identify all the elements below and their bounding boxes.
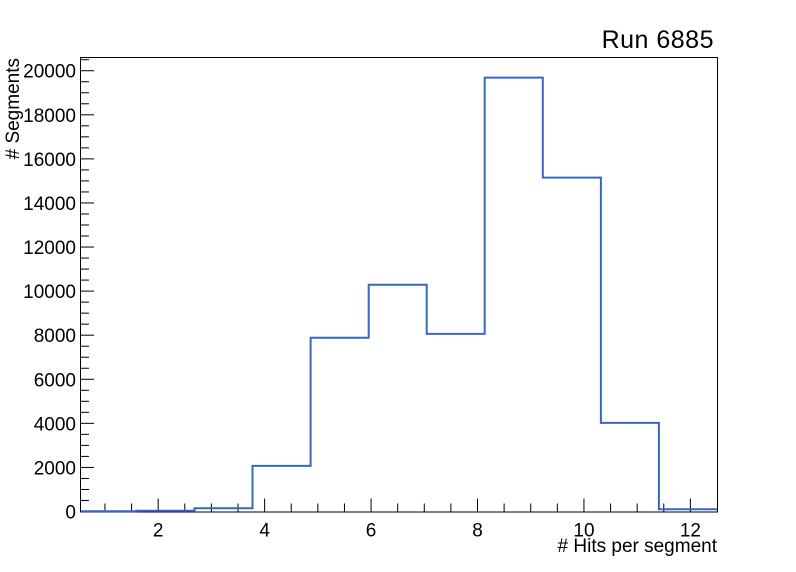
histogram-line	[81, 76, 717, 513]
y-tick-label: 14000	[23, 194, 76, 215]
x-tick-label: 10	[573, 521, 594, 542]
y-tick-label: 18000	[23, 106, 76, 127]
y-tick-label: 12000	[23, 238, 76, 259]
x-tick-label: 8	[472, 521, 483, 542]
axis-tick-labels: 2 4 6 8 10 12 0 2000 4000 6000 8000 10000 12000 14000…	[23, 62, 701, 542]
plot-frame	[80, 57, 718, 513]
x-tick-label: 2	[153, 521, 164, 542]
y-axis-title: # Segments	[3, 58, 24, 160]
x-tick-label: 6	[366, 521, 377, 542]
y-tick-label: 16000	[23, 150, 76, 171]
x-tick-label: 12	[680, 521, 701, 542]
plot-title: Run 6885	[601, 26, 714, 54]
y-tick-label: 0	[65, 503, 76, 524]
frame-border	[80, 57, 718, 513]
y-tick-label: 2000	[34, 458, 76, 479]
y-tick-label: 6000	[34, 370, 76, 391]
x-axis-title: # Hits per segment	[557, 536, 717, 557]
histogram-series	[81, 76, 717, 513]
y-tick-label: 8000	[34, 326, 76, 347]
y-tick-label: 4000	[34, 414, 76, 435]
y-tick-label: 20000	[23, 62, 76, 83]
x-tick-label: 4	[259, 521, 270, 542]
y-tick-label: 10000	[23, 282, 76, 303]
